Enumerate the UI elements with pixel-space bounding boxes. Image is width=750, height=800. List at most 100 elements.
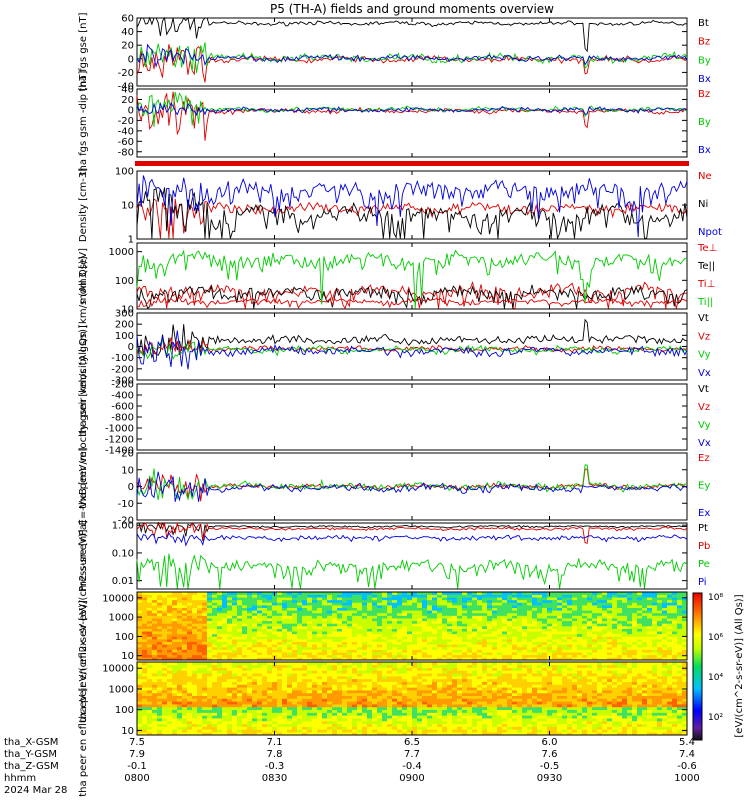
heatmap-cell: [462, 692, 468, 696]
heatmap-cell: [607, 597, 613, 601]
heatmap-cell: [292, 681, 298, 685]
heatmap-cell: [327, 664, 333, 668]
heatmap-cell: [167, 649, 173, 653]
heatmap-cell: [637, 602, 643, 606]
heatmap-cell: [457, 676, 463, 680]
heatmap-cell: [357, 681, 363, 685]
heatmap-cell: [637, 607, 643, 611]
heatmap-cell: [167, 641, 173, 645]
heatmap-cell: [232, 712, 238, 716]
heatmap-cell: [277, 628, 283, 632]
heatmap-cell: [172, 715, 178, 719]
heatmap-cell: [672, 628, 678, 632]
heatmap-cell: [392, 633, 398, 637]
heatmap-cell: [137, 715, 143, 719]
heatmap-cell: [577, 657, 583, 661]
heatmap-cell: [202, 723, 208, 727]
heatmap-cell: [282, 599, 288, 603]
heatmap-cell: [227, 610, 233, 614]
heatmap-cell: [162, 623, 168, 627]
heatmap-cell: [377, 684, 383, 688]
heatmap-cell: [207, 620, 213, 624]
heatmap-cell: [432, 594, 438, 598]
heatmap-cell: [627, 641, 633, 645]
heatmap-cell: [437, 597, 443, 601]
heatmap-cell: [417, 732, 423, 736]
heatmap-cell: [197, 599, 203, 603]
heatmap-cell: [317, 652, 323, 656]
heatmap-cell: [267, 704, 273, 708]
heatmap-cell: [457, 633, 463, 637]
heatmap-cell: [272, 612, 278, 616]
heatmap-cell: [422, 592, 428, 595]
heatmap-cell: [402, 649, 408, 653]
heatmap-cell: [197, 610, 203, 614]
heatmap-cell: [507, 639, 513, 642]
heatmap-cell: [317, 704, 323, 708]
heatmap-cell: [177, 726, 183, 730]
heatmap-cell: [262, 723, 268, 727]
heatmap-cell: [157, 652, 163, 656]
heatmap-cell: [597, 623, 603, 627]
heatmap-cell: [592, 597, 598, 601]
heatmap-cell: [277, 605, 283, 608]
heatmap-cell: [237, 633, 243, 637]
heatmap-cell: [397, 639, 403, 642]
heatmap-cell: [262, 715, 268, 719]
heatmap-cell: [337, 594, 343, 598]
heatmap-cell: [172, 649, 178, 653]
heatmap-cell: [337, 615, 343, 619]
heatmap-cell: [352, 701, 358, 705]
heatmap-cell: [327, 681, 333, 685]
heatmap-cell: [282, 726, 288, 730]
heatmap-cell: [542, 654, 548, 658]
heatmap-cell: [417, 723, 423, 727]
heatmap-cell: [277, 687, 283, 691]
heatmap-cell: [467, 673, 473, 677]
heatmap-cell: [607, 657, 613, 661]
heatmap-cell: [592, 633, 598, 637]
heatmap-cell: [337, 641, 343, 645]
heatmap-cell: [197, 631, 203, 635]
heatmap-cell: [262, 599, 268, 603]
heatmap-cell: [347, 704, 353, 708]
heatmap-cell: [197, 607, 203, 611]
heatmap-cell: [307, 636, 313, 640]
heatmap-cell: [327, 628, 333, 632]
heatmap-cell: [372, 662, 378, 666]
heatmap-cell: [157, 712, 163, 716]
heatmap-cell: [467, 726, 473, 730]
heatmap-cell: [357, 610, 363, 614]
heatmap-cell: [297, 729, 303, 733]
heatmap-cell: [427, 681, 433, 685]
heatmap-cell: [352, 709, 358, 713]
heatmap-cell: [432, 723, 438, 727]
heatmap-cell: [532, 646, 538, 650]
heatmap-cell: [437, 676, 443, 680]
heatmap-cell: [352, 698, 358, 702]
heatmap-cell: [387, 654, 393, 658]
heatmap-cell: [267, 628, 273, 632]
heatmap-cell: [607, 641, 613, 645]
heatmap-cell: [432, 620, 438, 624]
heatmap-cell: [457, 684, 463, 688]
heatmap-cell: [447, 641, 453, 645]
heatmap-cell: [232, 626, 238, 629]
heatmap-cell: [442, 599, 448, 603]
heatmap-cell: [237, 715, 243, 719]
heatmap-cell: [417, 726, 423, 730]
heatmap-cell: [417, 704, 423, 708]
heatmap-cell: [167, 652, 173, 656]
heatmap-cell: [432, 726, 438, 730]
heatmap-cell: [487, 610, 493, 614]
heatmap-cell: [222, 704, 228, 708]
heatmap-cell: [342, 594, 348, 598]
heatmap-cell: [457, 618, 463, 622]
heatmap-cell: [202, 692, 208, 696]
heatmap-cell: [647, 612, 653, 616]
heatmap-cell: [422, 732, 428, 736]
heatmap-cell: [297, 657, 303, 661]
heatmap-cell: [152, 626, 158, 629]
heatmap-cell: [332, 602, 338, 606]
heatmap-cell: [292, 673, 298, 677]
